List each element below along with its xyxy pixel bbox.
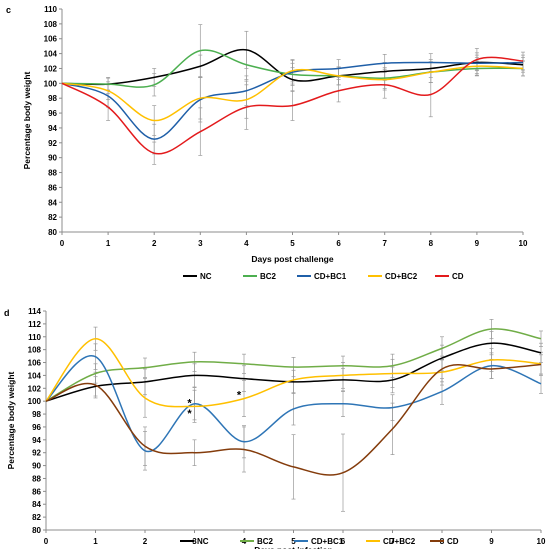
y-tick-label: 104 [44, 50, 58, 59]
y-tick-label: 94 [48, 124, 57, 133]
significance-marker: * [237, 390, 242, 402]
x-tick-label: 4 [244, 239, 249, 248]
y-tick-label: 112 [28, 320, 41, 329]
y-axis-title: Percentage body weight [6, 371, 16, 469]
y-tick-label: 100 [44, 79, 58, 88]
legend-label: BC2 [257, 537, 274, 546]
y-tick-label: 96 [32, 423, 41, 432]
x-tick-label: 0 [44, 537, 49, 546]
x-tick-label: 2 [152, 239, 157, 248]
significance-marker: * [187, 397, 192, 409]
x-axis-title: Days post infection [254, 545, 332, 549]
y-tick-label: 80 [48, 228, 57, 237]
y-tick-label: 114 [28, 307, 41, 316]
x-tick-label: 5 [290, 239, 295, 248]
x-tick-label: 8 [429, 239, 434, 248]
series-line-nc [61, 49, 524, 86]
x-tick-label: 7 [390, 537, 395, 546]
y-tick-label: 92 [48, 139, 57, 148]
series-line-bc2 [45, 328, 542, 402]
y-tick-label: 100 [28, 397, 42, 406]
legend-label: NC [200, 272, 212, 281]
chart-panel-d: 8082848688909294969810010210410610811011… [6, 307, 546, 549]
y-axis-title: Percentage body weight [22, 71, 32, 169]
y-tick-label: 82 [32, 513, 41, 522]
legend-label: BC2 [260, 272, 277, 281]
y-tick-label: 98 [32, 410, 41, 419]
y-tick-label: 90 [48, 154, 57, 163]
y-tick-label: 108 [28, 346, 42, 355]
significance-marker: * [187, 408, 192, 420]
y-tick-label: 90 [32, 462, 41, 471]
y-tick-label: 82 [48, 213, 57, 222]
legend-label: CD+BC1 [311, 537, 344, 546]
legend-label: NC [197, 537, 209, 546]
legend-label: CD+BC2 [383, 537, 416, 546]
legend-label: CD [452, 272, 464, 281]
x-tick-label: 3 [198, 239, 203, 248]
x-tick-label: 2 [143, 537, 148, 546]
legend-label: CD [447, 537, 459, 546]
y-tick-label: 84 [32, 500, 41, 509]
series-line-cd [61, 56, 524, 155]
y-tick-label: 110 [28, 333, 41, 342]
x-tick-label: 6 [341, 537, 346, 546]
y-tick-label: 106 [44, 35, 58, 44]
x-tick-label: 1 [106, 239, 111, 248]
series-line-cd-plus-bc2 [61, 65, 524, 122]
x-axis-title: Days post challenge [251, 254, 333, 264]
y-tick-label: 80 [32, 526, 41, 535]
x-tick-label: 10 [537, 537, 546, 546]
y-tick-label: 94 [32, 436, 41, 445]
x-tick-label: 6 [336, 239, 341, 248]
legend-label: CD+BC2 [385, 272, 418, 281]
x-tick-label: 9 [475, 239, 480, 248]
series-line-cd-plus-bc2 [45, 337, 542, 408]
y-tick-label: 104 [28, 371, 42, 380]
x-tick-label: 9 [489, 537, 494, 546]
y-tick-label: 98 [48, 94, 57, 103]
y-tick-label: 88 [32, 474, 41, 483]
series-line-cd-plus-bc1 [61, 61, 524, 140]
y-tick-label: 102 [44, 64, 58, 73]
series-line-cd-plus-bc1 [45, 355, 542, 453]
y-tick-label: 102 [28, 384, 42, 393]
y-tick-label: 92 [32, 449, 41, 458]
legend-label: CD+BC1 [314, 272, 347, 281]
panel-c-letter: c [6, 5, 11, 15]
y-tick-label: 84 [48, 198, 57, 207]
panel-d-letter: d [4, 308, 10, 318]
y-tick-label: 106 [28, 359, 42, 368]
x-tick-label: 1 [93, 537, 98, 546]
x-tick-label: 5 [291, 537, 296, 546]
y-tick-label: 108 [44, 20, 58, 29]
y-tick-label: 86 [48, 183, 57, 192]
x-tick-label: 10 [519, 239, 528, 248]
x-tick-label: 3 [192, 537, 197, 546]
x-tick-label: 0 [60, 239, 65, 248]
y-tick-label: 96 [48, 109, 57, 118]
y-tick-label: 86 [32, 487, 41, 496]
x-tick-label: 7 [382, 239, 387, 248]
y-tick-label: 110 [44, 5, 57, 14]
y-tick-label: 88 [48, 169, 57, 178]
series-line-nc [45, 342, 542, 402]
series-line-cd [45, 363, 542, 476]
